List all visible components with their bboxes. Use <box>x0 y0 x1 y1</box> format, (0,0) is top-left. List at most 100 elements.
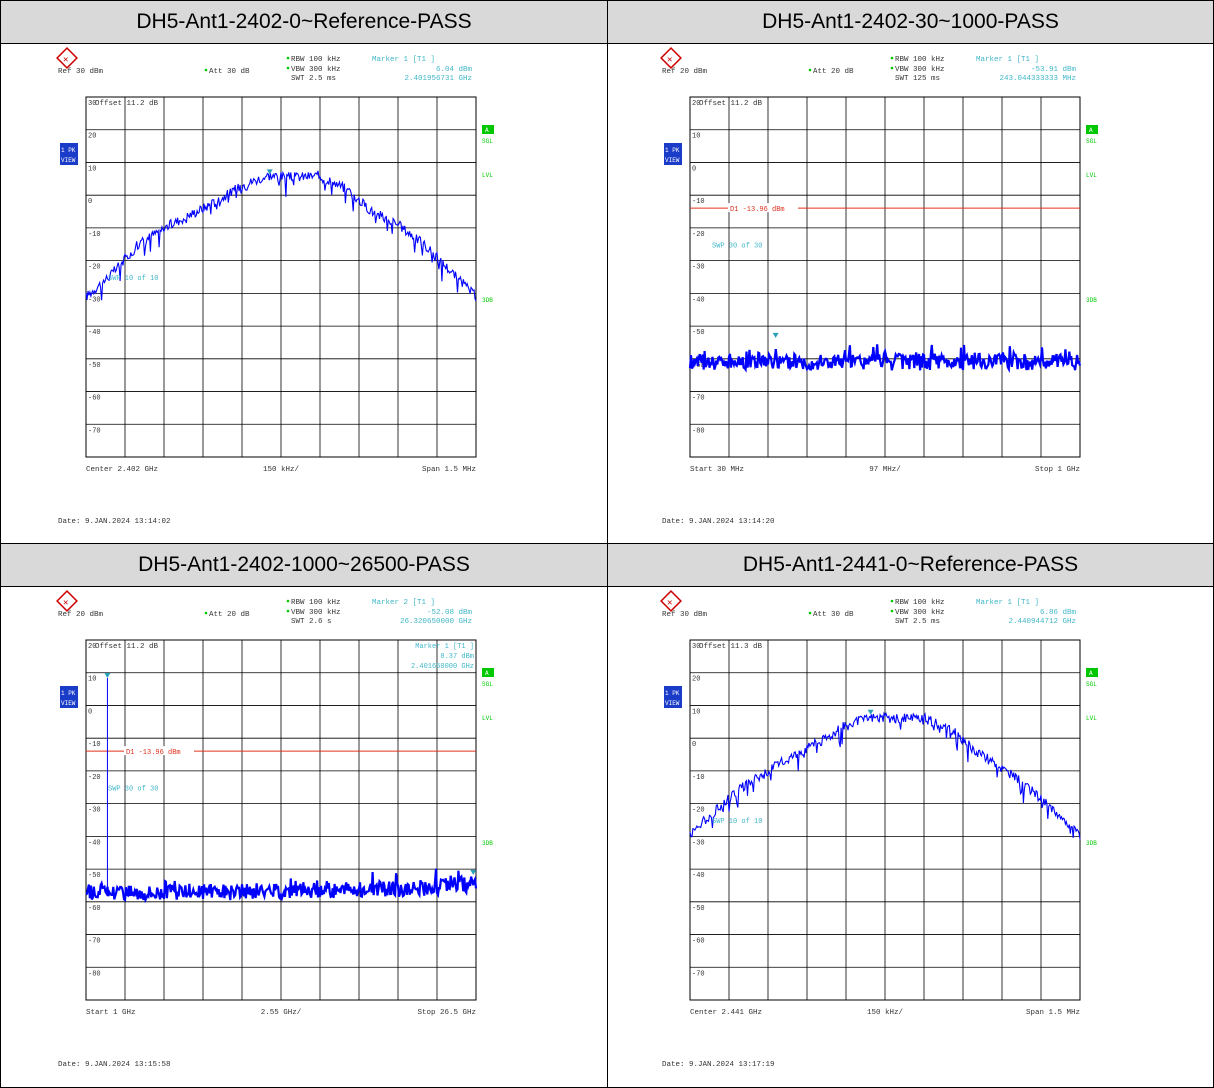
vbw-label: VBW 300 kHz <box>291 609 341 617</box>
status-a-badge <box>1086 125 1098 134</box>
marker-level: -53.91 dBm <box>1031 66 1077 74</box>
attenuation-label: Att 30 dB <box>209 68 250 76</box>
x-end-label: Span 1.5 MHz <box>422 466 476 474</box>
marker2-label: Marker 1 [T1 ] <box>415 643 474 651</box>
y-tick-label: 0 <box>692 741 696 749</box>
y-tick-label: 0 <box>692 165 696 173</box>
y-tick-label: -50 <box>88 872 101 880</box>
offset-label: Offset 11.3 dB <box>699 643 763 651</box>
marker-icon <box>470 869 477 875</box>
y-tick-label: -30 <box>88 807 101 815</box>
y-tick-label: 30 <box>692 643 700 651</box>
y-tick-label: 0 <box>88 198 92 206</box>
marker-icon <box>772 332 779 338</box>
x-division-label: 2.55 GHz/ <box>261 1009 302 1017</box>
rs-logo-glyph: ✕ <box>667 55 672 65</box>
sweep-time-label: SWT 2.6 s <box>291 618 332 626</box>
status-3db-label: 3DB <box>1086 297 1097 304</box>
rs-logo-glyph: ✕ <box>63 598 68 608</box>
spectrum-trace <box>688 344 1082 374</box>
y-tick-label: 10 <box>692 708 700 716</box>
status-3db-label: 3DB <box>482 297 493 304</box>
panel-title-1: DH5-Ant1-2402-0~Reference-PASS <box>1 1 607 44</box>
y-tick-label: -40 <box>692 872 705 880</box>
att-indicator-icon <box>808 611 812 615</box>
spectrum-trace <box>689 711 1081 840</box>
rbw-label: RBW 100 kHz <box>895 599 945 607</box>
y-tick-label: -20 <box>692 807 705 815</box>
vbw-label: VBW 300 kHz <box>895 66 945 74</box>
sweep-count-label: SWP 30 of 30 <box>108 785 158 793</box>
spectrum-trace <box>85 868 478 904</box>
vbw-indicator-icon <box>890 609 894 613</box>
y-tick-label: -40 <box>692 296 705 304</box>
spectrum-trace <box>85 170 477 302</box>
status-3db-label: 3DB <box>1086 840 1097 847</box>
status-a-label: A <box>485 127 489 134</box>
x-start-label: Center 2.441 GHz <box>690 1009 762 1017</box>
y-tick-label: 20 <box>692 100 700 108</box>
rs-logo-icon <box>56 47 78 69</box>
att-indicator-icon <box>204 611 208 615</box>
y-tick-label: -70 <box>88 427 101 435</box>
y-tick-label: -80 <box>692 427 705 435</box>
trace-view-label: VIEW <box>61 157 76 164</box>
attenuation-label: Att 30 dB <box>813 611 854 619</box>
y-tick-label: -40 <box>88 329 101 337</box>
rs-logo-glyph: ✕ <box>667 598 672 608</box>
offset-label: Offset 11.2 dB <box>95 100 159 108</box>
table-col-divider <box>607 0 608 1088</box>
spectrum-plot-1: ✕ Ref 30 dBm Att 30 dB RBW 100 kHz VBW 300 k… <box>56 47 494 526</box>
panel-title-4: DH5-Ant1-2441-0~Reference-PASS <box>608 544 1213 587</box>
date-label: Date: 9.JAN.2024 13:14:02 <box>58 518 171 526</box>
y-tick-label: 30 <box>88 100 96 108</box>
sweep-count-label: SWP 10 of 10 <box>712 818 762 826</box>
trace-mode-label: 1 PK <box>665 690 680 697</box>
marker-frequency: 2.401956731 GHz <box>404 75 472 83</box>
x-end-label: Span 1.5 MHz <box>1026 1009 1080 1017</box>
marker-level: -52.08 dBm <box>427 609 473 617</box>
rbw-label: RBW 100 kHz <box>291 599 341 607</box>
marker-icon <box>266 169 273 175</box>
sweep-count-label: SWP 10 of 10 <box>108 275 158 283</box>
vbw-label: VBW 300 kHz <box>291 66 341 74</box>
spectrum-plot-4: ✕ Ref 30 dBm Att 30 dB RBW 100 kHz VBW 300 k… <box>660 590 1098 1069</box>
ref-level-label: Ref 30 dBm <box>662 611 708 619</box>
x-start-label: Center 2.402 GHz <box>86 466 158 474</box>
date-label: Date: 9.JAN.2024 13:17:19 <box>662 1061 775 1069</box>
sweep-time-label: SWT 125 ms <box>895 75 940 83</box>
status-a-badge <box>482 125 494 134</box>
status-a-label: A <box>1089 127 1093 134</box>
y-tick-label: -20 <box>88 774 101 782</box>
status-sgl-label: SGL <box>482 681 493 688</box>
status-a-label: A <box>485 670 489 677</box>
rbw-indicator-icon <box>890 56 894 60</box>
status-a-badge <box>1086 668 1098 677</box>
limit-line-label: D1 -13.96 dBm <box>730 206 785 214</box>
marker-icon <box>867 709 874 715</box>
vbw-indicator-icon <box>890 66 894 70</box>
trace-mode-badge <box>664 143 682 165</box>
vbw-indicator-icon <box>286 66 290 70</box>
status-lvl-label: LVL <box>1086 172 1097 179</box>
status-sgl-label: SGL <box>1086 681 1097 688</box>
rbw-label: RBW 100 kHz <box>291 56 341 64</box>
rbw-indicator-icon <box>286 56 290 60</box>
vbw-indicator-icon <box>286 609 290 613</box>
trace-mode-badge <box>60 686 78 708</box>
y-tick-label: -50 <box>692 905 705 913</box>
x-end-label: Stop 26.5 GHz <box>417 1009 476 1017</box>
marker2-level: 8.37 dBm <box>440 653 474 661</box>
marker-label: Marker 1 [T1 ] <box>372 56 435 64</box>
trace-mode-label: 1 PK <box>61 690 76 697</box>
y-tick-label: -10 <box>692 774 705 782</box>
rbw-indicator-icon <box>890 599 894 603</box>
limit-label-bg <box>728 203 798 213</box>
marker2-frequency: 2.401650000 GHz <box>411 663 474 671</box>
sweep-count-label: SWP 30 of 30 <box>712 242 762 250</box>
status-3db-label: 3DB <box>482 840 493 847</box>
panel-title-3: DH5-Ant1-2402-1000~26500-PASS <box>1 544 607 587</box>
marker-level: 6.04 dBm <box>436 66 473 74</box>
trace-mode-badge <box>664 686 682 708</box>
marker-frequency: 26.320650000 GHz <box>400 618 472 626</box>
